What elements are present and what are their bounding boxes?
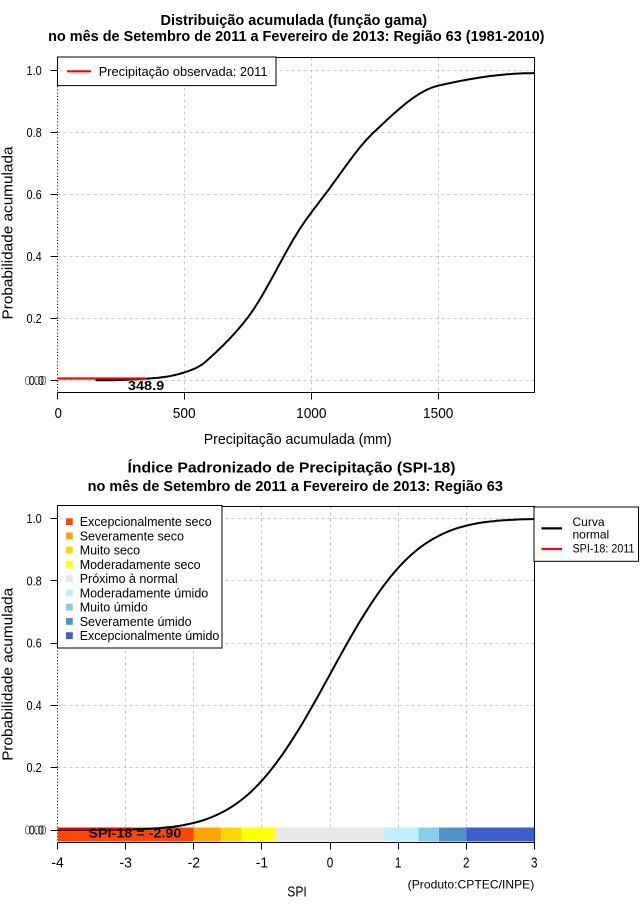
svg-text:SPI-18: 2011: SPI-18: 2011 <box>573 542 635 556</box>
svg-text:Precipitação acumulada (mm): Precipitação acumulada (mm) <box>204 431 392 448</box>
svg-text:Curva: Curva <box>573 515 605 529</box>
svg-text:Severamente úmido: Severamente úmido <box>80 615 192 629</box>
svg-text:1: 1 <box>395 855 402 872</box>
svg-text:Moderadamente seco: Moderadamente seco <box>80 558 201 572</box>
svg-text:1.0: 1.0 <box>27 512 42 526</box>
svg-text:0.8: 0.8 <box>27 126 42 140</box>
svg-text:-3: -3 <box>120 855 132 872</box>
svg-text:(Produto:CPTEC/INPE): (Produto:CPTEC/INPE) <box>408 878 535 892</box>
svg-text:Próximo à normal: Próximo à normal <box>80 572 178 586</box>
svg-text:Moderadamente úmido: Moderadamente úmido <box>80 586 209 600</box>
svg-text:no mês de Setembro de 2011 a F: no mês de Setembro de 2011 a Fevereiro d… <box>88 478 503 495</box>
svg-text:-4: -4 <box>51 855 63 872</box>
svg-text:0.0: 0.0 <box>29 823 44 837</box>
svg-text:0.8: 0.8 <box>27 574 42 588</box>
svg-text:no mês de Setembro de 2011 a F: no mês de Setembro de 2011 a Fevereiro d… <box>48 28 544 45</box>
svg-text:0.0: 0.0 <box>29 374 44 388</box>
svg-text:-1: -1 <box>256 855 268 872</box>
svg-text:Muito úmido: Muito úmido <box>80 601 148 615</box>
svg-text:2: 2 <box>463 855 470 872</box>
svg-text:Probabilidade acumulada: Probabilidade acumulada <box>0 587 17 761</box>
svg-text:-2: -2 <box>188 855 200 872</box>
svg-text:0: 0 <box>327 855 334 872</box>
svg-text:SPI-18 = -2.90: SPI-18 = -2.90 <box>88 826 181 841</box>
svg-text:1000: 1000 <box>296 405 326 422</box>
svg-text:348.9: 348.9 <box>128 378 164 393</box>
svg-text:Muito seco: Muito seco <box>80 544 140 558</box>
svg-text:1500: 1500 <box>423 405 453 422</box>
svg-text:Excepcionalmente seco: Excepcionalmente seco <box>80 515 212 529</box>
svg-text:Precipitação observada: 2011: Precipitação observada: 2011 <box>99 64 268 79</box>
svg-text:Excepcionalmente úmido: Excepcionalmente úmido <box>80 629 220 643</box>
svg-text:500: 500 <box>173 405 196 422</box>
svg-text:0.4: 0.4 <box>27 699 42 713</box>
svg-text:0.2: 0.2 <box>27 761 42 775</box>
svg-text:Probabilidade acumulada: Probabilidade acumulada <box>0 146 17 320</box>
svg-text:0.4: 0.4 <box>27 250 42 264</box>
svg-text:0.00: 0.00 <box>25 374 47 388</box>
svg-text:0.6: 0.6 <box>27 637 42 651</box>
svg-text:normal: normal <box>573 528 610 542</box>
svg-text:Índice Padronizado de Precipit: Índice Padronizado de Precipitação (SPI-… <box>128 460 456 477</box>
svg-text:0.6: 0.6 <box>27 188 42 202</box>
svg-text:0.2: 0.2 <box>27 312 42 326</box>
svg-text:Distribuição acumulada (função: Distribuição acumulada (função gama) <box>160 12 427 29</box>
svg-text:1.0: 1.0 <box>27 64 42 78</box>
svg-text:3: 3 <box>531 855 538 872</box>
svg-text:SPI: SPI <box>287 884 307 901</box>
svg-text:0.00: 0.00 <box>25 824 47 838</box>
svg-text:0: 0 <box>55 405 62 422</box>
svg-text:Severamente seco: Severamente seco <box>80 529 184 543</box>
